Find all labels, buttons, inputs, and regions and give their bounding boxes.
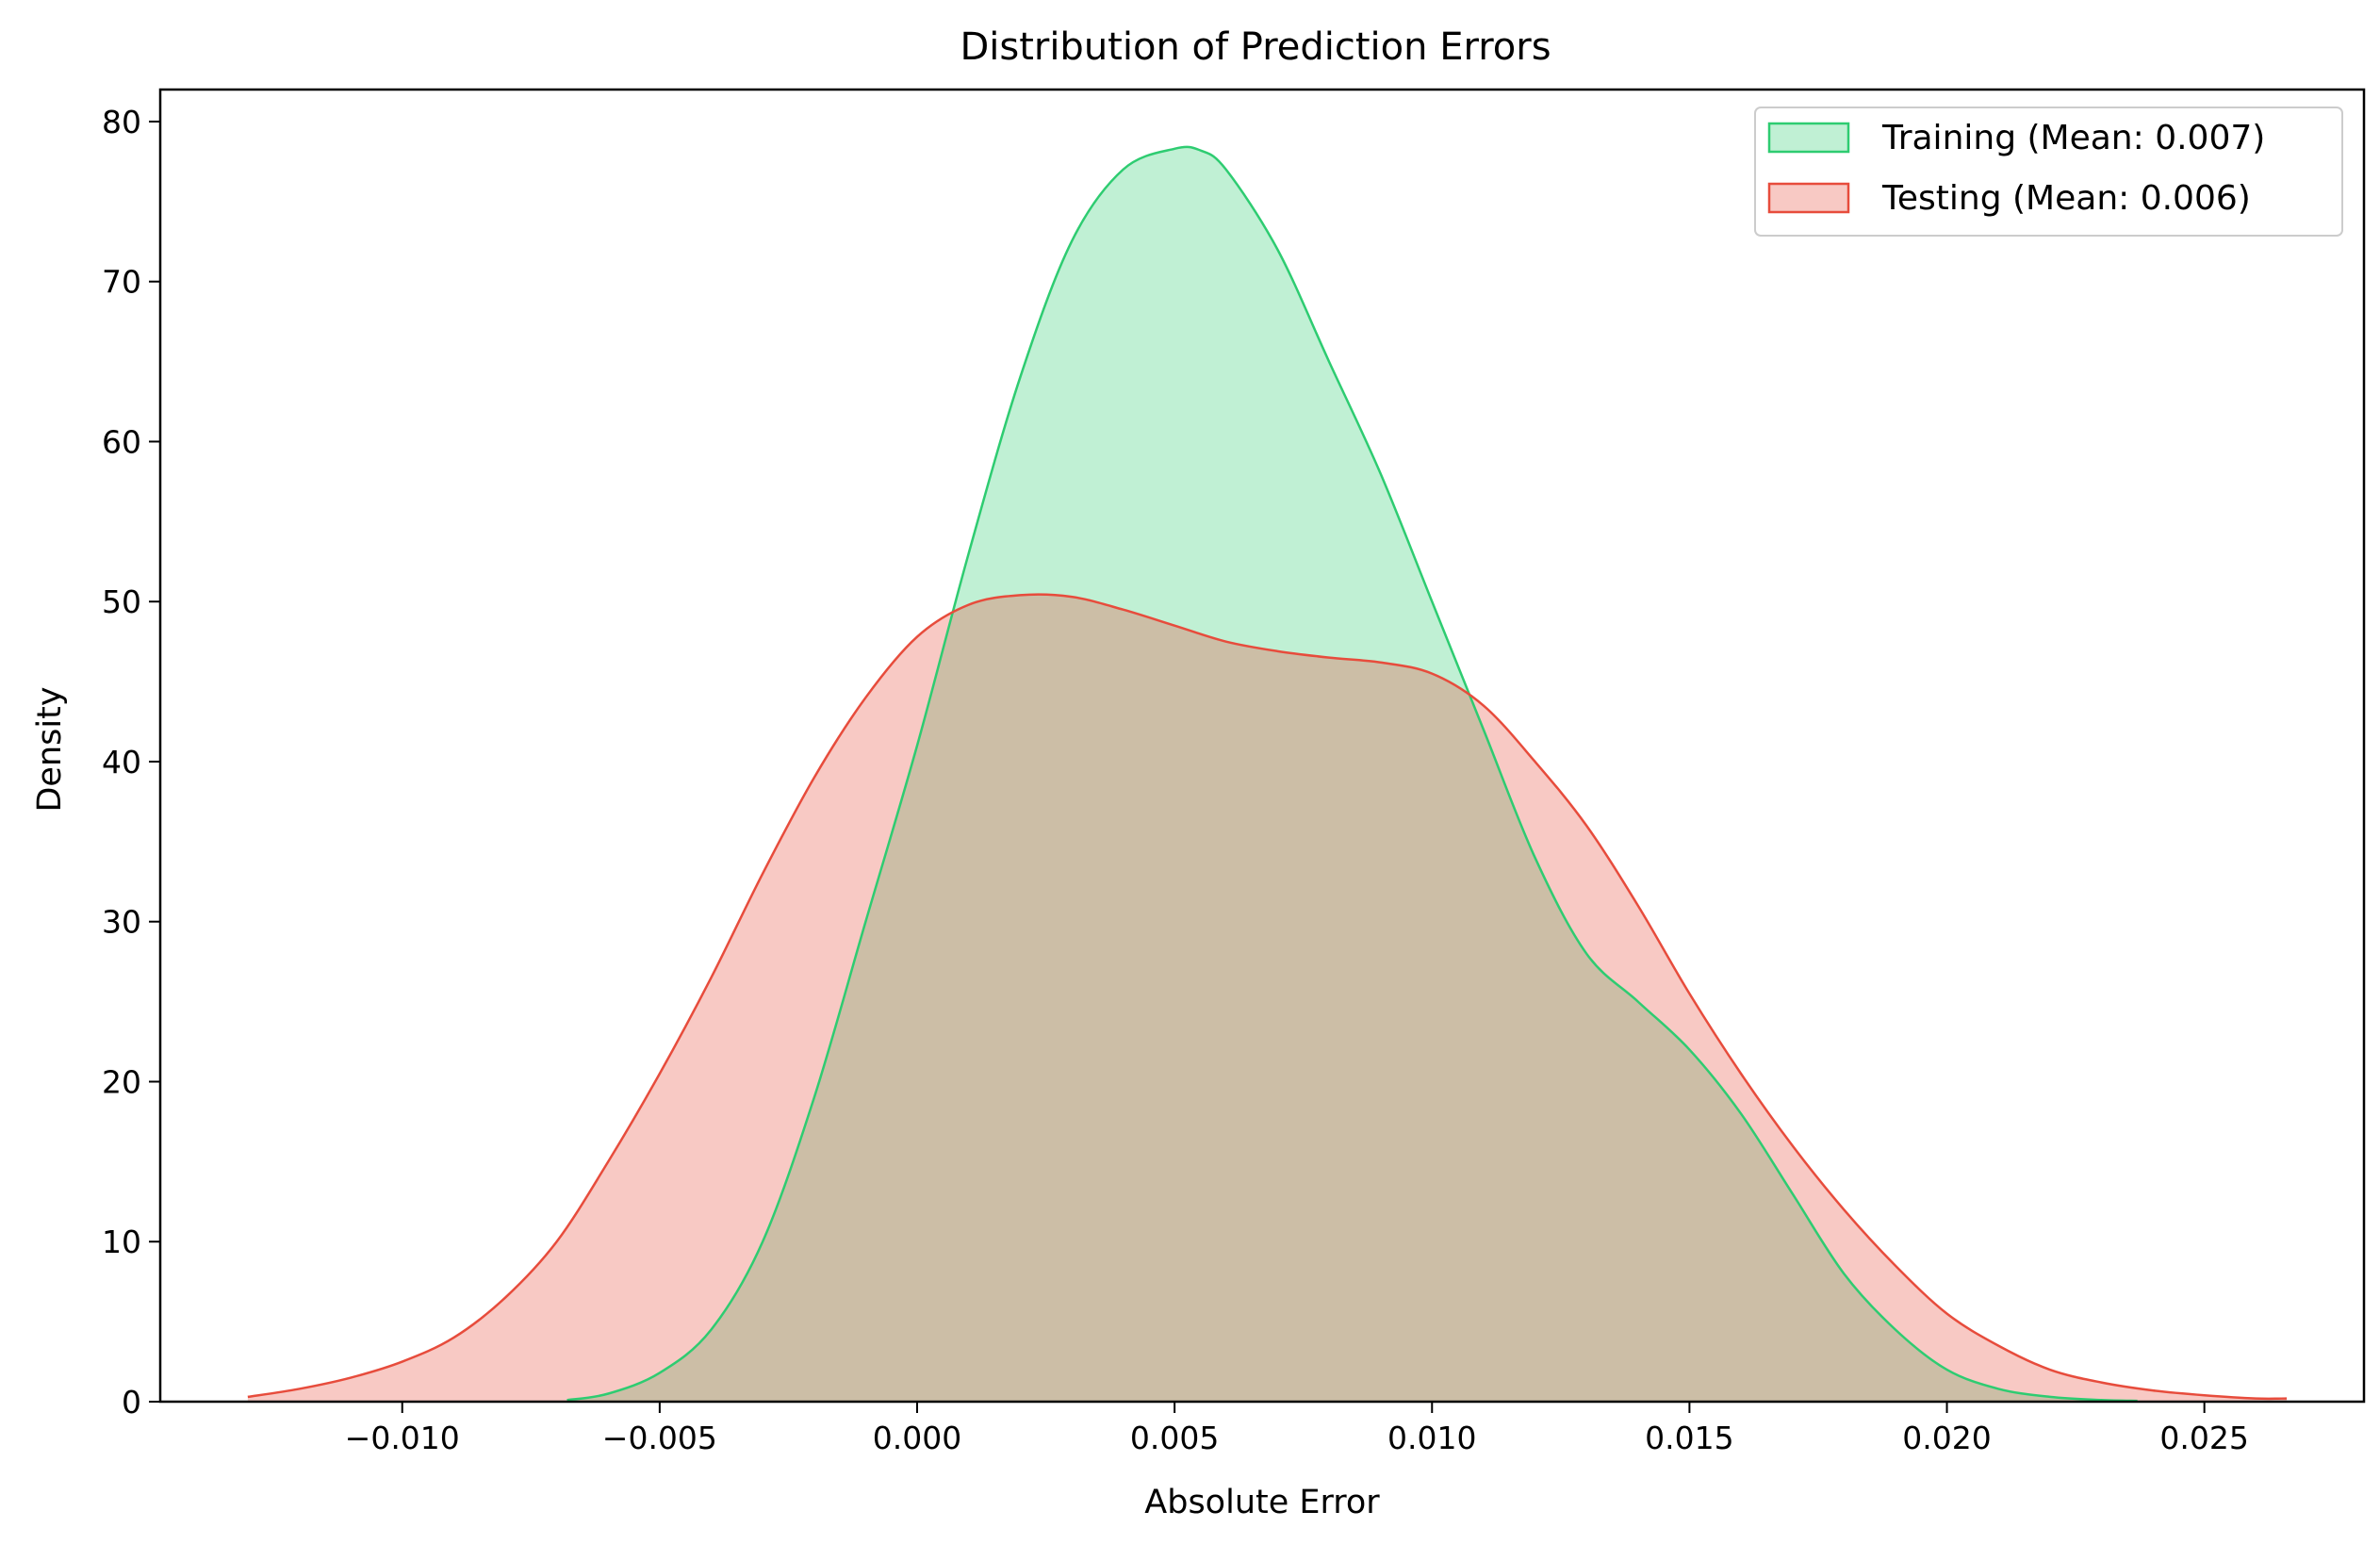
x-tick-label: 0.000 [873,1420,961,1456]
y-tick-label: 50 [102,583,141,620]
y-tick-label: 40 [102,744,141,780]
series-2-area [247,594,2288,1402]
legend-box [1754,107,2343,237]
x-axis-label: Absolute Error [1144,1484,1380,1521]
legend-label: Training (Mean: 0.007) [1881,119,2265,157]
y-tick-label: 0 [122,1384,141,1421]
x-tick-label: −0.005 [602,1420,717,1456]
legend: Training (Mean: 0.007) Testing (Mean: 0.0… [1754,107,2343,237]
series-1-area [566,146,2138,1402]
legend-swatch [1767,182,1850,214]
plot-frame [158,88,2366,1404]
x-tick-label: 0.005 [1130,1420,1219,1456]
legend-label: Testing (Mean: 0.006) [1881,179,2251,218]
y-axis: 0 10 20 30 40 50 60 70 80 [102,104,160,1421]
series-2-line [247,593,2288,1401]
chart-title: Distribution of Prediction Errors [960,25,1551,69]
x-tick-label: 0.015 [1645,1420,1733,1456]
x-axis: −0.010 −0.005 0.000 0.005 0.010 0.015 0.020 0.0… [345,1402,2249,1456]
y-tick-label: 30 [102,904,141,941]
x-tick-label: −0.010 [345,1420,460,1456]
x-tick-label: 0.025 [2159,1420,2248,1456]
series-1-line [566,145,2138,1403]
y-tick-label: 70 [102,264,141,301]
x-tick-label: 0.010 [1387,1420,1476,1456]
legend-swatch [1767,122,1850,154]
y-tick-label: 80 [102,104,141,140]
series-layer [247,145,2288,1403]
y-tick-label: 60 [102,423,141,460]
y-tick-label: 10 [102,1224,141,1260]
x-tick-label: 0.020 [1902,1420,1991,1456]
y-axis-label: Density [31,686,69,812]
y-tick-label: 20 [102,1063,141,1100]
